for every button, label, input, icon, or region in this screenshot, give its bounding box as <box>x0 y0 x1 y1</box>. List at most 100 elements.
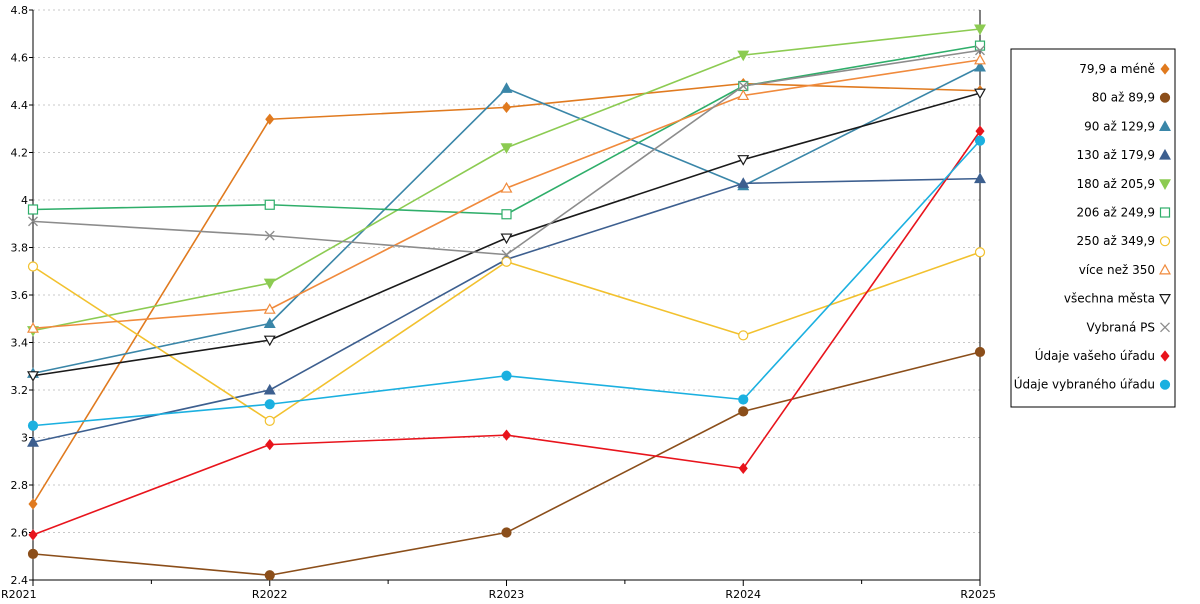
data-point <box>974 135 986 146</box>
data-point <box>975 45 985 56</box>
x-tick-label: R2021 <box>1 588 37 600</box>
legend-marker <box>1159 120 1171 131</box>
series-6 <box>27 247 986 426</box>
series-11 <box>27 135 986 431</box>
y-tick-label: 4.2 <box>11 147 29 160</box>
data-point <box>27 204 39 215</box>
x-tick-label: R2025 <box>960 588 996 600</box>
legend-item: Údaje vybraného úřadu <box>1014 377 1171 392</box>
data-point <box>264 230 275 241</box>
y-tick-label: 3.2 <box>11 384 29 397</box>
legend-item: 206 až 249,9 <box>1076 206 1171 220</box>
data-point <box>263 335 276 347</box>
y-tick-label: 4.8 <box>11 4 29 17</box>
legend-item: 250 až 349,9 <box>1076 234 1171 248</box>
legend-marker <box>1159 148 1171 160</box>
series-line <box>32 351 981 577</box>
legend: 79,9 a méně 80 až 89,9 90 až 129,9 130 až 1… <box>1010 48 1176 408</box>
series-line <box>32 251 981 422</box>
data-point <box>265 438 275 451</box>
data-point <box>738 394 749 405</box>
data-point <box>501 370 512 381</box>
data-point <box>28 498 38 510</box>
y-tick-label: 2.8 <box>11 479 29 492</box>
legend-label: Údaje vašeho úřadu <box>1035 348 1155 363</box>
data-point <box>974 346 986 358</box>
data-point <box>738 406 749 417</box>
legend-item: 180 až 205,9 <box>1076 177 1171 191</box>
y-tick-label: 4.6 <box>11 52 29 65</box>
data-point <box>974 247 986 258</box>
data-point <box>501 527 512 538</box>
y-tick-label: 4 <box>21 194 28 207</box>
data-point <box>264 199 275 210</box>
series-lines <box>27 24 986 581</box>
x-tick-label: R2023 <box>489 588 525 600</box>
series-9 <box>28 45 985 260</box>
legend-item: 80 až 89,9 <box>1092 91 1171 105</box>
data-point <box>27 322 39 333</box>
data-point <box>737 177 750 188</box>
data-point <box>27 371 39 382</box>
x-tick-label: R2022 <box>252 588 288 600</box>
data-point <box>263 383 276 395</box>
series-line <box>32 59 981 330</box>
legend-item: Údaje vašeho úřadu <box>1035 348 1170 363</box>
series-8 <box>27 88 986 382</box>
legend-marker <box>1159 294 1171 305</box>
data-point <box>500 143 513 154</box>
data-point <box>264 570 275 581</box>
y-tick-label: 3.6 <box>11 289 29 302</box>
data-point <box>28 529 38 541</box>
data-point <box>500 181 513 193</box>
data-point <box>501 101 512 114</box>
legend-item: více než 350 <box>1079 263 1171 277</box>
legend-label: 80 až 89,9 <box>1092 91 1155 105</box>
data-point <box>28 216 38 227</box>
data-point <box>501 209 512 220</box>
y-tick-label: 2.6 <box>11 527 29 540</box>
y-tick-label: 2.4 <box>11 574 29 587</box>
data-point <box>264 415 275 426</box>
legend-label: více než 350 <box>1079 263 1155 277</box>
data-point <box>263 317 276 329</box>
data-point <box>974 88 986 100</box>
data-point <box>27 436 39 447</box>
y-tick-label: 3 <box>21 432 28 445</box>
legend-marker <box>1159 236 1171 247</box>
series-4 <box>27 24 986 337</box>
legend-label: 250 až 349,9 <box>1076 234 1155 248</box>
data-point <box>974 172 986 184</box>
legend-marker <box>1160 63 1170 75</box>
data-point <box>737 50 750 62</box>
y-tick-label: 3.8 <box>11 242 29 255</box>
data-point <box>500 233 513 245</box>
series-line <box>32 28 981 332</box>
data-point <box>738 462 748 475</box>
data-point <box>263 278 276 290</box>
legend-label: 180 až 205,9 <box>1076 177 1155 191</box>
axes: 2.4 2.6 2.8 3 3.2 3.4 3.6 3.8 4 4.2 4.4 4.6 4.8 R2021… <box>1 4 996 601</box>
legend-label: všechna města <box>1064 292 1155 306</box>
series-10 <box>28 125 985 541</box>
legend-item: všechna města <box>1064 292 1171 306</box>
data-point <box>974 24 986 36</box>
legend-label: Vybraná PS <box>1086 320 1155 334</box>
legend-marker <box>1159 263 1171 275</box>
data-point <box>501 249 512 260</box>
data-point <box>263 303 276 314</box>
legend-item: 90 až 129,9 <box>1084 119 1171 133</box>
data-point <box>27 420 39 431</box>
legend-item: 130 až 179,9 <box>1076 148 1171 162</box>
legend-marker <box>1160 322 1170 333</box>
data-point <box>264 399 275 410</box>
data-point <box>737 155 750 166</box>
data-point <box>738 330 749 341</box>
legend-label: Údaje vybraného úřadu <box>1014 377 1155 392</box>
y-tick-label: 4.4 <box>11 99 29 112</box>
legend-label: 79,9 a méně <box>1079 62 1155 76</box>
legend-item: Vybraná PS <box>1086 320 1170 334</box>
legend-label: 130 až 179,9 <box>1076 148 1155 162</box>
